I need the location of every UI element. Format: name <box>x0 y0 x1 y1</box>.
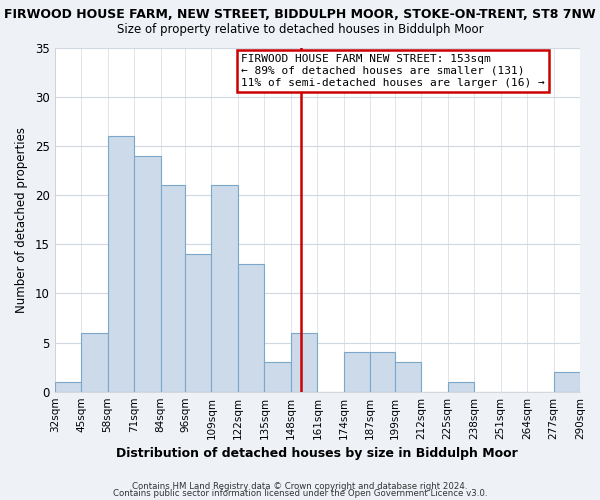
Bar <box>185 254 211 392</box>
Text: FIRWOOD HOUSE FARM, NEW STREET, BIDDULPH MOOR, STOKE-ON-TRENT, ST8 7NW: FIRWOOD HOUSE FARM, NEW STREET, BIDDULPH… <box>4 8 596 20</box>
Y-axis label: Number of detached properties: Number of detached properties <box>15 126 28 312</box>
Bar <box>291 332 317 392</box>
Bar <box>238 264 265 392</box>
Text: FIRWOOD HOUSE FARM NEW STREET: 153sqm
← 89% of detached houses are smaller (131): FIRWOOD HOUSE FARM NEW STREET: 153sqm ← … <box>241 54 545 88</box>
Bar <box>395 362 421 392</box>
Bar <box>161 185 185 392</box>
Bar <box>344 352 370 392</box>
Text: Size of property relative to detached houses in Biddulph Moor: Size of property relative to detached ho… <box>116 22 484 36</box>
Bar <box>211 185 238 392</box>
Bar <box>55 382 81 392</box>
Text: Contains public sector information licensed under the Open Government Licence v3: Contains public sector information licen… <box>113 490 487 498</box>
Bar <box>134 156 161 392</box>
X-axis label: Distribution of detached houses by size in Biddulph Moor: Distribution of detached houses by size … <box>116 447 518 460</box>
Text: Contains HM Land Registry data © Crown copyright and database right 2024.: Contains HM Land Registry data © Crown c… <box>132 482 468 491</box>
Bar <box>554 372 580 392</box>
Bar <box>448 382 474 392</box>
Bar <box>370 352 395 392</box>
Bar <box>81 332 107 392</box>
Bar <box>265 362 291 392</box>
Bar <box>107 136 134 392</box>
